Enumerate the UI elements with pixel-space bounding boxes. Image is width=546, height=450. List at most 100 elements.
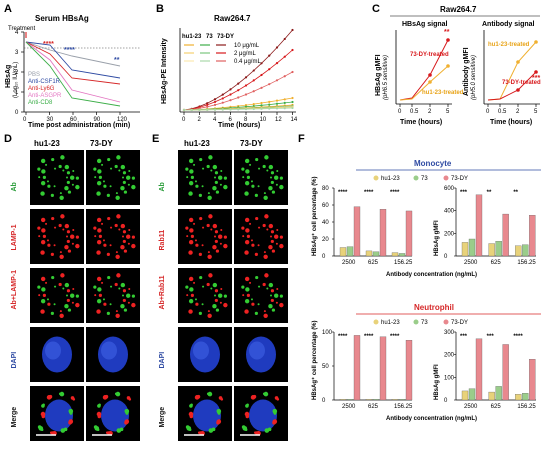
- a-xtick-label: 90: [94, 117, 101, 123]
- c-xtick-label: 0: [398, 109, 402, 115]
- f-ytick: 80: [322, 186, 329, 192]
- f-bar: [495, 241, 502, 257]
- f-xtick: 2500: [342, 260, 356, 266]
- line-pbs: [25, 41, 121, 67]
- f-sig: ***: [460, 190, 468, 196]
- f-xtick: 625: [368, 260, 379, 266]
- f-legend-dot: [373, 319, 379, 325]
- f-bar: [353, 335, 361, 401]
- e-col-2: 73-DY: [240, 139, 263, 148]
- f-xlabel-neut: Antibody concentration (ng/mL): [386, 416, 477, 422]
- d-micrograph: [30, 150, 84, 205]
- f-bar: [488, 391, 495, 401]
- f-ytick: 600: [444, 186, 455, 192]
- f-bar: [353, 206, 361, 257]
- nucleus-blob: [193, 399, 221, 432]
- nucleus-blob: [45, 399, 73, 432]
- f-ylabel: HBsAg⁺ cell percentage (%): [311, 320, 318, 400]
- f-xtick: 156.25: [517, 404, 536, 410]
- f-bar: [529, 215, 536, 257]
- f-ytick: 20: [322, 237, 329, 243]
- f-bar: [515, 245, 522, 257]
- f-bar: [339, 399, 347, 401]
- d-row-label: Ab+LAMP-1: [11, 270, 18, 310]
- f-bar: [502, 213, 509, 257]
- c-left-line-hu1: [399, 65, 449, 101]
- c-xtick-label: 5: [446, 109, 450, 115]
- f-bar: [461, 242, 469, 257]
- f-ylabel: HBsAg⁺ cell percentage (%): [311, 176, 318, 256]
- c-left-xlabel: Time (hours): [400, 119, 442, 126]
- b-xtick-label: 10: [260, 117, 267, 123]
- f-sig: ***: [460, 334, 468, 340]
- f-xtick: 156.25: [394, 404, 413, 410]
- f-ytick: 100: [444, 375, 455, 381]
- b-legend-conc: 10 μg/mL: [234, 43, 260, 49]
- panel-a-ylabel-unit: (Log₁₀ IU/mL): [13, 62, 19, 98]
- a-xtick-label: 0: [23, 117, 27, 123]
- f-ytick: 50: [322, 364, 329, 370]
- panel-e: E hu1-23 73-DY Ab Rab11 Ab+Rab11 DAPI Merge: [152, 133, 288, 441]
- panel-a-ylabel: HBsAg: [5, 65, 12, 88]
- a-ytick-label: 2: [15, 70, 19, 76]
- f-xtick: 2500: [342, 404, 356, 410]
- d-micrograph: [30, 268, 84, 323]
- f-sig: ****: [513, 334, 523, 340]
- c-left-ylabel: HBsAg gMFI: [375, 54, 382, 96]
- panel-b-ylabel: HBsAg-PE Intensity: [161, 38, 168, 104]
- c-xtick-label: 0: [486, 109, 490, 115]
- f-bar: [379, 209, 387, 257]
- panel-label-d: D: [4, 133, 12, 145]
- panel-a-treatment: Treatment: [8, 26, 35, 32]
- e-micrograph: [234, 209, 288, 264]
- f-sig: ****: [364, 334, 374, 340]
- f-bar: [488, 243, 495, 257]
- b-series-line: [184, 107, 293, 111]
- e-row-label: Rab11: [159, 230, 166, 251]
- c-left-ann-red: 73-DY-treated: [410, 52, 449, 58]
- sig-a-120: **: [114, 57, 120, 64]
- a-ytick-label: 4: [15, 30, 19, 36]
- f-bar: [339, 247, 347, 257]
- f-bar: [405, 210, 413, 257]
- panel-b: B Raw264.7 HBsAg-PE Intensity 0 2 4 6 8 10 12 1…: [156, 3, 298, 129]
- panel-a-title: Serum HBsAg: [35, 14, 89, 23]
- a-xtick-label: 30: [47, 117, 54, 123]
- b-series-line: [183, 29, 293, 111]
- c-right-ylabel2: (pH5.0 sensitive): [471, 55, 477, 100]
- c-right-xlabel: Time (hours): [490, 119, 532, 126]
- f-bar: [365, 250, 373, 257]
- f-bar: [515, 394, 522, 401]
- f-legend-label: 73-DY: [451, 176, 468, 182]
- f-ytick: 40: [322, 220, 329, 226]
- f-xtick: 156.25: [517, 260, 536, 266]
- f-bar: [346, 246, 354, 257]
- f-legend-label: 73: [421, 176, 428, 182]
- f-xtick: 2500: [464, 260, 478, 266]
- f-xtick: 156.25: [394, 260, 413, 266]
- d-col-1: hu1-23: [34, 139, 60, 148]
- panel-label-f: F: [298, 133, 305, 145]
- f-sig: ****: [338, 190, 348, 196]
- f-neutrophil-title: Neutrophil: [414, 303, 454, 312]
- f-sig: ***: [487, 334, 495, 340]
- f-legend-dot: [413, 175, 419, 181]
- b-series-line: [183, 49, 293, 111]
- e-micrograph: [234, 150, 288, 205]
- panel-label-e: E: [152, 133, 159, 145]
- d-row-label: LAMP-1: [11, 224, 18, 250]
- f-ytick: 0: [444, 254, 448, 260]
- c-right-ann-orange: hu1-23-treated: [488, 42, 530, 48]
- line-ly6g: [25, 41, 121, 85]
- b-legend-conc: 0.4 μg/mL: [234, 59, 261, 65]
- d-micrograph: [86, 150, 140, 205]
- f-bar: [475, 338, 483, 401]
- f-bar: [522, 244, 529, 257]
- f-ytick: 0: [322, 254, 326, 260]
- e-micrograph: [178, 150, 232, 205]
- f-bar: [529, 359, 536, 401]
- d-row-label: Ab: [11, 182, 18, 191]
- f-legend-dot: [443, 319, 449, 325]
- f-bar: [398, 253, 406, 257]
- f-xlabel-mono: Antibody concentration (ng/mL): [386, 272, 477, 278]
